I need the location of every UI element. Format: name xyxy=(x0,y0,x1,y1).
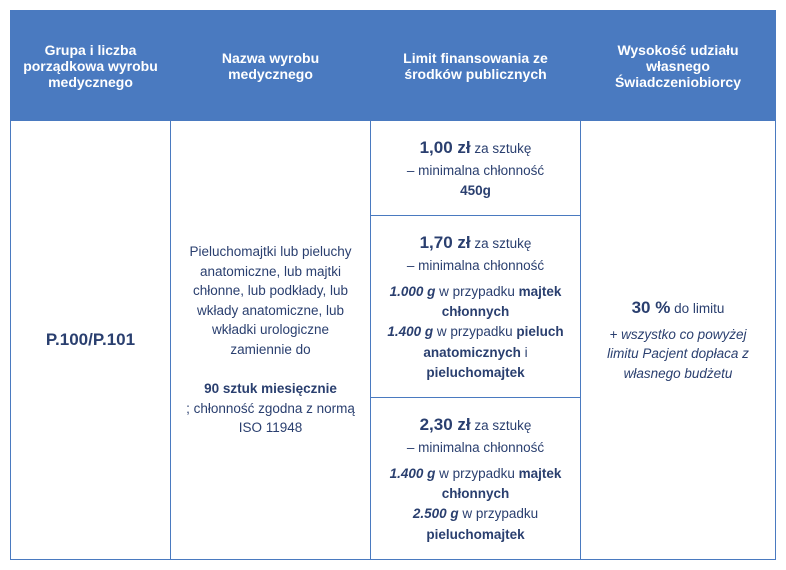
tier-2-sub: – minimalna chłonność xyxy=(387,256,564,276)
header-group: Grupa i liczba porządkowa wyrobu medyczn… xyxy=(11,11,170,121)
tier-3-g2-bold: pieluchomajtek xyxy=(426,527,524,542)
cell-name: Pieluchomajtki lub pieluchy anatomiczne,… xyxy=(171,121,370,559)
tier-3-g2-text: w przypadku xyxy=(459,506,539,521)
tier-2-g2-bold2: pieluchomajtek xyxy=(426,365,524,380)
cell-share: 30 % do limitu + wszystko co powyżej lim… xyxy=(581,121,775,559)
tier-3-suffix: za sztukę xyxy=(474,418,531,433)
tier-1-g1: 450g xyxy=(387,181,564,201)
column-group: Grupa i liczba porządkowa wyrobu medyczn… xyxy=(11,11,171,559)
header-share: Wysokość udziału własnego Świadczeniobio… xyxy=(581,11,775,121)
share-suffix: do limitu xyxy=(674,301,724,316)
share-pct: 30 % xyxy=(632,298,671,317)
cell-code: P.100/P.101 xyxy=(11,121,170,559)
tier-2-g2: 1.400 g xyxy=(387,324,433,339)
tier-1-suffix: za sztukę xyxy=(474,141,531,156)
tier-2: 1,70 zł za sztukę – minimalna chłonność … xyxy=(371,216,580,398)
tier-2-g1-text: w przypadku xyxy=(435,284,518,299)
tier-2-g2-text: w przypadku xyxy=(433,324,516,339)
product-desc-1: Pieluchomajtki lub pieluchy anatomiczne,… xyxy=(185,242,356,359)
tier-1-sub: – minimalna chłonność xyxy=(387,161,564,181)
product-code: P.100/P.101 xyxy=(46,328,135,353)
tier-3-g1-text: w przypadku xyxy=(435,466,518,481)
column-limit: Limit finansowania ze środków publicznyc… xyxy=(371,11,581,559)
share-note: + wszystko co powyżej limitu Pacjent dop… xyxy=(595,325,761,384)
cell-limit: 1,00 zł za sztukę – minimalna chłonność … xyxy=(371,121,580,559)
column-name: Nazwa wyrobu medycznego Pieluchomajtki l… xyxy=(171,11,371,559)
tier-3-price: 2,30 zł xyxy=(420,415,471,434)
header-name: Nazwa wyrobu medycznego xyxy=(171,11,370,121)
header-limit: Limit finansowania ze środków publicznyc… xyxy=(371,11,580,121)
tier-3-g2: 2.500 g xyxy=(413,506,459,521)
tier-2-suffix: za sztukę xyxy=(474,236,531,251)
tier-2-price: 1,70 zł xyxy=(420,233,471,252)
tier-2-g2-and: i xyxy=(521,345,528,360)
product-desc-2: ; chłonność zgodna z normą ISO 11948 xyxy=(185,399,356,438)
pricing-table: Grupa i liczba porządkowa wyrobu medyczn… xyxy=(10,10,776,560)
tier-3-sub: – minimalna chłonność xyxy=(387,438,564,458)
product-desc-bold: 90 sztuk miesięcznie xyxy=(204,379,337,399)
tier-3: 2,30 zł za sztukę – minimalna chłonność … xyxy=(371,398,580,559)
tier-1-price: 1,00 zł xyxy=(420,138,471,157)
tier-1: 1,00 zł za sztukę – minimalna chłonność … xyxy=(371,121,580,216)
column-share: Wysokość udziału własnego Świadczeniobio… xyxy=(581,11,775,559)
tier-2-g1: 1.000 g xyxy=(390,284,436,299)
tier-3-g1: 1.400 g xyxy=(390,466,436,481)
